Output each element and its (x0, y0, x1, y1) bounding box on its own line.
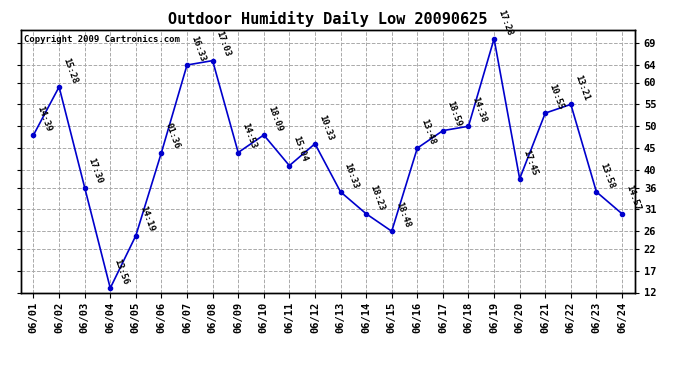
Text: 13:48: 13:48 (420, 118, 437, 146)
Text: 13:21: 13:21 (573, 74, 591, 102)
Text: 18:48: 18:48 (394, 201, 411, 229)
Text: 14:53: 14:53 (240, 122, 258, 150)
Text: 01:36: 01:36 (164, 122, 181, 150)
Text: 14:38: 14:38 (471, 96, 489, 124)
Text: 14:19: 14:19 (138, 205, 155, 233)
Text: 14:39: 14:39 (36, 105, 53, 133)
Text: 15:04: 15:04 (291, 135, 309, 164)
Text: 17:30: 17:30 (87, 157, 104, 185)
Text: 15:28: 15:28 (61, 56, 79, 85)
Text: 14:57: 14:57 (624, 183, 642, 211)
Text: 17:28: 17:28 (496, 8, 514, 37)
Text: 17:03: 17:03 (215, 30, 233, 58)
Text: 10:55: 10:55 (547, 82, 565, 111)
Text: 13:56: 13:56 (112, 258, 130, 286)
Text: 18:23: 18:23 (368, 183, 386, 211)
Title: Outdoor Humidity Daily Low 20090625: Outdoor Humidity Daily Low 20090625 (168, 12, 487, 27)
Text: Copyright 2009 Cartronics.com: Copyright 2009 Cartronics.com (23, 35, 179, 44)
Text: 16:33: 16:33 (189, 34, 207, 63)
Text: 17:45: 17:45 (522, 148, 540, 177)
Text: 16:33: 16:33 (343, 161, 360, 190)
Text: 10:33: 10:33 (317, 113, 335, 142)
Text: 18:59: 18:59 (445, 100, 462, 128)
Text: 18:09: 18:09 (266, 105, 284, 133)
Text: 13:58: 13:58 (598, 161, 616, 190)
